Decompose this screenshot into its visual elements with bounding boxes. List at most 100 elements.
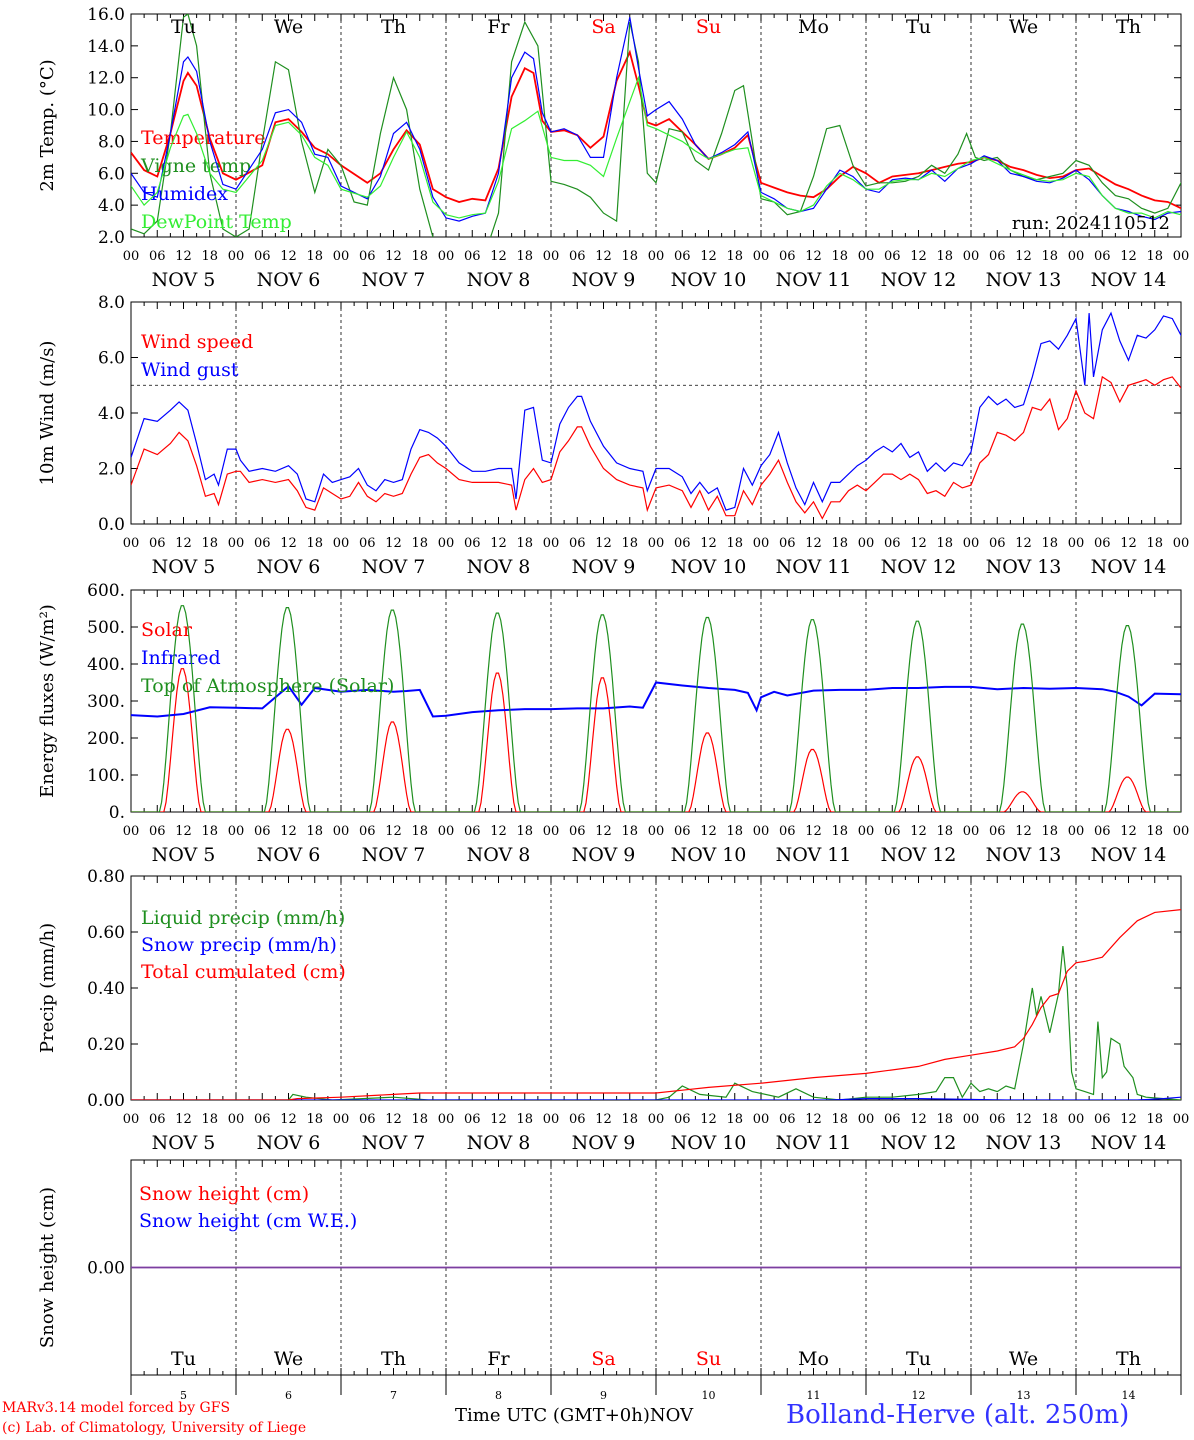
y-tick-label: 100. xyxy=(87,766,125,786)
hour-label: 12 xyxy=(805,249,822,264)
weekday-label: Tu xyxy=(171,1348,196,1370)
hour-label: 18 xyxy=(621,536,638,551)
y-tick-label: 10.0 xyxy=(87,101,125,121)
hour-label: 18 xyxy=(621,249,638,264)
hour-label: 00 xyxy=(648,536,665,551)
weekday-label: Tu xyxy=(906,1348,931,1370)
y-tick-label: 0.20 xyxy=(87,1035,125,1055)
hour-label: 12 xyxy=(490,824,507,839)
day-number: 8 xyxy=(495,1389,502,1402)
hour-label: 00 xyxy=(753,249,770,264)
weekday-label: Su xyxy=(696,16,721,38)
date-label: NOV 10 xyxy=(671,844,747,866)
date-label: NOV 13 xyxy=(986,1132,1062,1154)
date-label: NOV 5 xyxy=(152,1132,216,1154)
hour-label: 00 xyxy=(228,536,245,551)
hour-label: 18 xyxy=(306,824,323,839)
hour-label: 12 xyxy=(805,1112,822,1127)
hour-label: 06 xyxy=(884,249,901,264)
weekday-label: We xyxy=(274,16,303,38)
hour-label: 18 xyxy=(1146,536,1163,551)
hour-label: 00 xyxy=(123,536,140,551)
hour-label: 00 xyxy=(228,249,245,264)
hour-label: 06 xyxy=(779,536,796,551)
hour-label: 06 xyxy=(779,1112,796,1127)
legend-entry: Snow height (cm W.E.) xyxy=(139,1210,357,1232)
legend-entry: Top of Atmosphere (Solar) xyxy=(141,675,394,697)
series-line-wind-speed xyxy=(131,375,1181,520)
y-tick-label: 0.00 xyxy=(87,1259,125,1279)
series-line-solar xyxy=(131,668,1181,812)
hour-label: 00 xyxy=(858,1112,875,1127)
time-axis-label-text: Time UTC (GMT+0h) xyxy=(455,1405,650,1426)
hour-label: 18 xyxy=(726,536,743,551)
hour-label: 00 xyxy=(1173,824,1190,839)
y-tick-label: 6.0 xyxy=(98,164,125,184)
hour-label: 18 xyxy=(201,536,218,551)
hour-label: 12 xyxy=(385,536,402,551)
hour-label: 00 xyxy=(1068,536,1085,551)
y-tick-label: 0.80 xyxy=(87,867,125,887)
day-number: 6 xyxy=(285,1389,292,1402)
hour-label: 18 xyxy=(621,1112,638,1127)
hour-label: 06 xyxy=(1094,249,1111,264)
hour-label: 06 xyxy=(254,824,271,839)
hour-label: 18 xyxy=(411,249,428,264)
hour-label: 06 xyxy=(989,249,1006,264)
hour-label: 06 xyxy=(884,1112,901,1127)
y-tick-label: 12.0 xyxy=(87,69,125,89)
series-line-vigne-temp xyxy=(131,14,1181,237)
panel-3: 0. 100. 200. 300. 400. 500. 600. Energy fluxes … xyxy=(37,581,1190,866)
run-annotation: run: 2024110512 xyxy=(1012,213,1170,234)
hour-label: 12 xyxy=(595,824,612,839)
legend-entry: Snow height (cm) xyxy=(139,1183,309,1205)
hour-label: 00 xyxy=(333,536,350,551)
hour-label: 06 xyxy=(254,249,271,264)
hour-label: 06 xyxy=(569,1112,586,1127)
hour-label: 00 xyxy=(963,249,980,264)
hour-label: 12 xyxy=(175,1112,192,1127)
hour-label: 06 xyxy=(254,1112,271,1127)
date-label: NOV 6 xyxy=(257,269,321,291)
hour-label: 00 xyxy=(228,1112,245,1127)
hour-label: 12 xyxy=(805,536,822,551)
hour-label: 06 xyxy=(989,824,1006,839)
y-tick-label: 4.0 xyxy=(98,196,125,216)
hour-label: 12 xyxy=(280,249,297,264)
date-label: NOV 11 xyxy=(776,1132,852,1154)
day-number: 14 xyxy=(1122,1389,1136,1402)
hour-label: 12 xyxy=(175,536,192,551)
series-line-total-cumulated-cm- xyxy=(131,908,1181,1100)
hour-label: 12 xyxy=(280,1112,297,1127)
hour-label: 12 xyxy=(1015,1112,1032,1127)
hour-label: 00 xyxy=(438,249,455,264)
hour-label: 00 xyxy=(333,249,350,264)
hour-label: 06 xyxy=(674,536,691,551)
hour-label: 18 xyxy=(726,1112,743,1127)
hour-label: 06 xyxy=(779,249,796,264)
hour-label: 18 xyxy=(201,1112,218,1127)
series-line-top-of-atmosphere-solar- xyxy=(131,605,1181,812)
hour-label: 00 xyxy=(963,1112,980,1127)
y-tick-label: 16.0 xyxy=(87,5,125,25)
date-label: NOV 5 xyxy=(152,556,216,578)
hour-label: 00 xyxy=(333,824,350,839)
hour-label: 06 xyxy=(359,1112,376,1127)
y-tick-label: 4.0 xyxy=(98,404,125,424)
y-tick-label: 2.0 xyxy=(98,460,125,480)
hour-label: 06 xyxy=(569,249,586,264)
date-label: NOV 7 xyxy=(362,556,426,578)
series-line-snow-precip-mm-h- xyxy=(131,1096,1181,1100)
hour-label: 00 xyxy=(228,824,245,839)
series-line-humidex xyxy=(131,17,1181,222)
date-label: NOV 8 xyxy=(467,1132,531,1154)
hour-label: 18 xyxy=(516,824,533,839)
hour-label: 18 xyxy=(306,536,323,551)
hour-label: 00 xyxy=(438,824,455,839)
day-number: 5 xyxy=(180,1389,187,1402)
hour-label: 18 xyxy=(1146,1112,1163,1127)
weekday-label: Fr xyxy=(487,16,510,38)
date-label: NOV 14 xyxy=(1091,556,1167,578)
hour-label: 18 xyxy=(1041,824,1058,839)
date-label: NOV 5 xyxy=(152,844,216,866)
